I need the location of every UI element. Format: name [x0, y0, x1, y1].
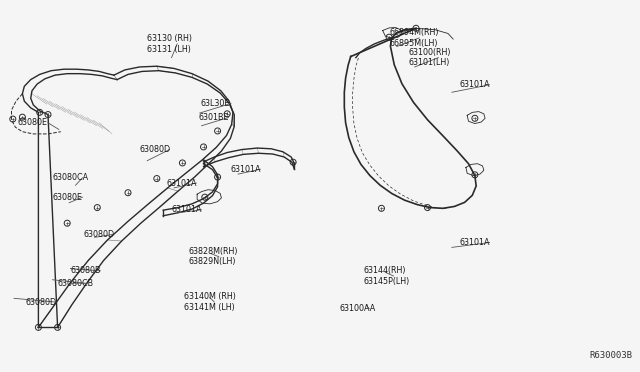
Text: 63140M (RH)
63141M (LH): 63140M (RH) 63141M (LH) — [184, 292, 236, 312]
Text: 63080D: 63080D — [83, 230, 115, 239]
Text: 63080B: 63080B — [70, 266, 101, 275]
Text: 6301BE: 6301BE — [198, 113, 229, 122]
Text: 63100AA: 63100AA — [339, 304, 376, 313]
Text: 63080D: 63080D — [140, 145, 171, 154]
Text: 63101A: 63101A — [460, 238, 490, 247]
Text: 63080D: 63080D — [26, 298, 57, 307]
Text: 63101A: 63101A — [172, 205, 202, 214]
Text: 63080CA: 63080CA — [52, 173, 88, 182]
Text: R630003B: R630003B — [589, 351, 632, 360]
Text: 63101A: 63101A — [166, 179, 197, 187]
Text: 63101A: 63101A — [230, 165, 261, 174]
Text: 63828M(RH)
63829N(LH): 63828M(RH) 63829N(LH) — [189, 247, 238, 266]
Text: 63100(RH)
63101(LH): 63100(RH) 63101(LH) — [408, 48, 451, 67]
Text: 63080E: 63080E — [18, 118, 48, 127]
Text: 63101A: 63101A — [460, 80, 490, 89]
Text: 63L30E: 63L30E — [201, 99, 230, 108]
Text: 66894M(RH)
66895M(LH): 66894M(RH) 66895M(LH) — [389, 28, 438, 48]
Text: 63130 (RH)
63131 (LH): 63130 (RH) 63131 (LH) — [147, 34, 192, 54]
Text: 63144(RH)
63145P(LH): 63144(RH) 63145P(LH) — [364, 266, 410, 286]
Text: 63080E: 63080E — [52, 193, 83, 202]
Text: 63080CB: 63080CB — [58, 279, 93, 288]
